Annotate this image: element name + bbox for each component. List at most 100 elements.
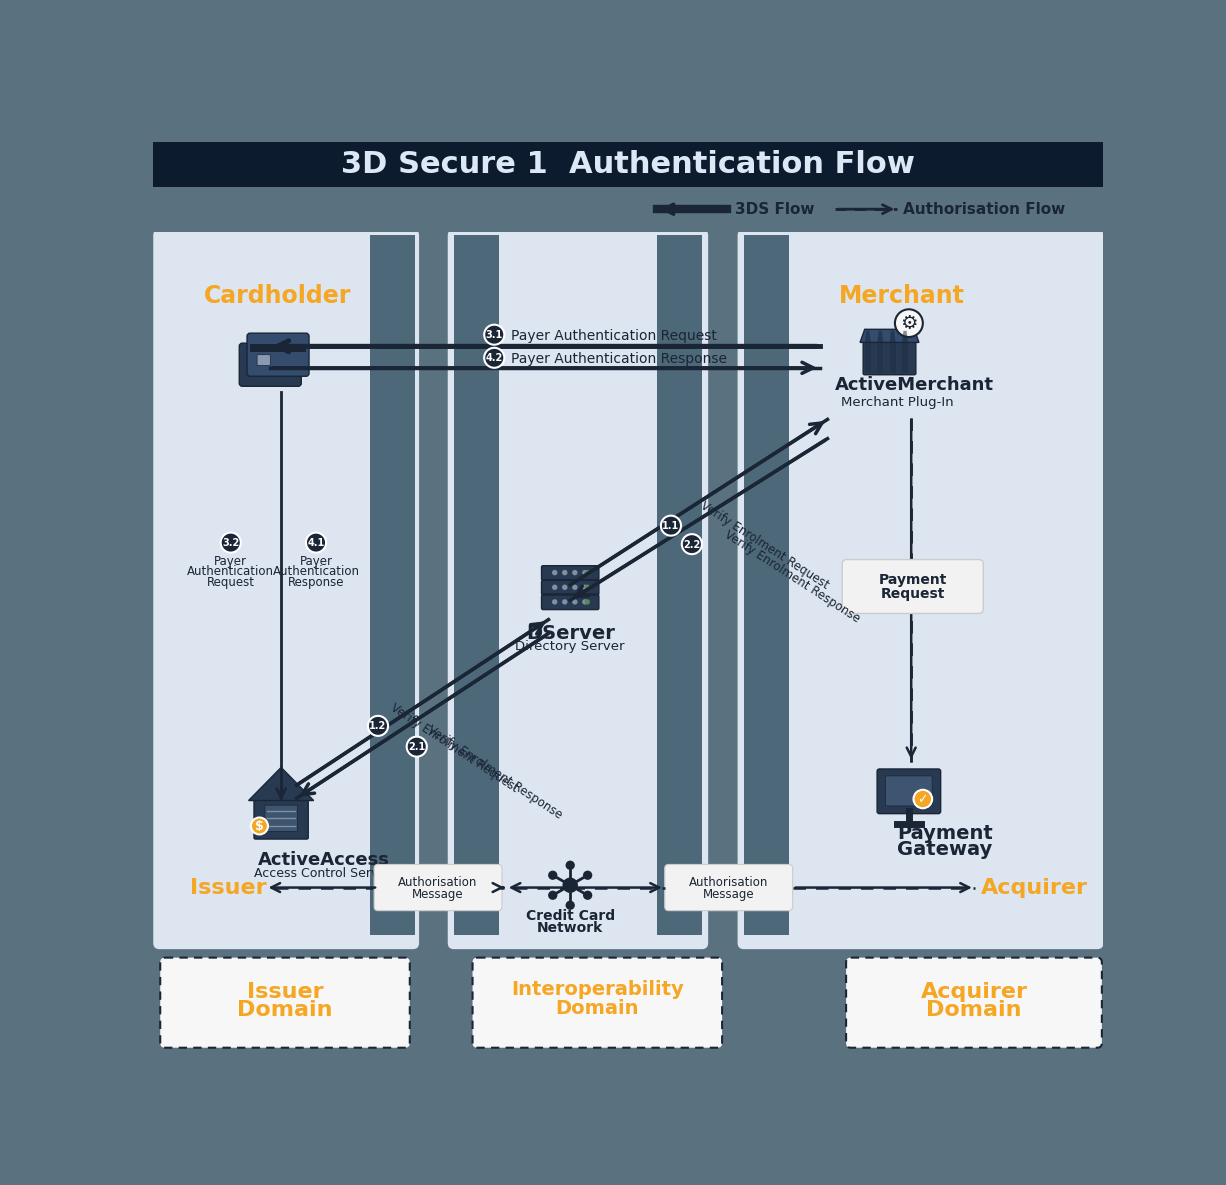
Text: ActiveMerchant: ActiveMerchant	[835, 376, 994, 393]
Circle shape	[573, 600, 577, 604]
Polygon shape	[861, 329, 920, 342]
FancyBboxPatch shape	[265, 805, 298, 832]
Text: ✓: ✓	[917, 793, 928, 806]
Text: Authentication: Authentication	[188, 565, 275, 578]
Text: 2.1: 2.1	[408, 742, 425, 752]
Circle shape	[484, 347, 504, 367]
Text: Request: Request	[880, 588, 945, 601]
FancyBboxPatch shape	[454, 236, 499, 935]
Circle shape	[582, 600, 587, 604]
Circle shape	[585, 584, 590, 590]
Bar	[902, 342, 908, 373]
Text: 3.1: 3.1	[485, 331, 503, 340]
Circle shape	[407, 737, 427, 757]
FancyBboxPatch shape	[153, 142, 1103, 187]
Text: Access Control Server: Access Control Server	[254, 867, 391, 880]
Polygon shape	[249, 768, 314, 801]
Circle shape	[682, 534, 702, 555]
Circle shape	[565, 860, 575, 870]
FancyBboxPatch shape	[657, 236, 702, 935]
Circle shape	[306, 532, 326, 552]
FancyBboxPatch shape	[161, 957, 409, 1048]
Text: Authorisation: Authorisation	[689, 877, 767, 890]
Text: Message: Message	[412, 888, 463, 901]
Text: 3D Secure 1  Authentication Flow: 3D Secure 1 Authentication Flow	[341, 150, 916, 179]
Text: Merchant Plug-In: Merchant Plug-In	[841, 396, 954, 409]
Text: Message: Message	[702, 888, 754, 901]
Text: Verify Enrolment Response: Verify Enrolment Response	[722, 527, 862, 626]
FancyBboxPatch shape	[447, 229, 709, 949]
FancyBboxPatch shape	[257, 354, 270, 365]
Circle shape	[548, 871, 558, 879]
Bar	[864, 342, 870, 373]
Text: 1.2: 1.2	[369, 722, 386, 731]
Text: 1.1: 1.1	[662, 521, 679, 531]
FancyBboxPatch shape	[374, 865, 501, 910]
Circle shape	[251, 818, 268, 834]
Circle shape	[552, 600, 558, 604]
Circle shape	[584, 871, 592, 879]
Text: Verify Enrolment Request: Verify Enrolment Request	[389, 702, 521, 795]
Text: Domain: Domain	[238, 1000, 332, 1020]
Bar	[250, 344, 306, 352]
FancyBboxPatch shape	[239, 344, 302, 386]
Circle shape	[563, 878, 577, 893]
Circle shape	[585, 600, 590, 604]
Polygon shape	[877, 331, 883, 342]
Text: ActiveAccess: ActiveAccess	[257, 851, 390, 869]
Circle shape	[661, 515, 680, 536]
Circle shape	[573, 570, 577, 576]
Circle shape	[895, 309, 923, 337]
Circle shape	[562, 600, 568, 604]
Polygon shape	[864, 331, 870, 342]
Text: 3DS Flow: 3DS Flow	[734, 203, 814, 218]
Text: Merchant: Merchant	[839, 284, 965, 308]
Text: Authentication: Authentication	[272, 565, 359, 578]
Circle shape	[368, 716, 389, 736]
Text: Acquirer: Acquirer	[921, 981, 1027, 1001]
Circle shape	[548, 891, 558, 899]
Text: Directory Server: Directory Server	[515, 640, 625, 653]
Text: Payer Authentication Request: Payer Authentication Request	[511, 329, 717, 344]
Text: Payer: Payer	[299, 555, 332, 568]
FancyBboxPatch shape	[885, 776, 932, 806]
FancyBboxPatch shape	[877, 769, 940, 814]
Text: Payer: Payer	[215, 555, 248, 568]
Text: Credit Card: Credit Card	[526, 909, 614, 923]
Circle shape	[552, 584, 558, 590]
Circle shape	[585, 570, 590, 576]
Circle shape	[484, 325, 504, 345]
Text: Cardholder: Cardholder	[204, 284, 351, 308]
FancyBboxPatch shape	[738, 229, 1103, 949]
Text: ⚙: ⚙	[900, 314, 917, 333]
Text: Response: Response	[288, 576, 345, 589]
Polygon shape	[902, 331, 908, 342]
Text: Authorisation: Authorisation	[398, 877, 477, 890]
Text: 2.2: 2.2	[683, 539, 700, 550]
FancyBboxPatch shape	[664, 865, 793, 910]
Text: Payment: Payment	[879, 574, 946, 588]
Text: 4.1: 4.1	[308, 538, 325, 547]
Text: Issuer: Issuer	[190, 878, 267, 897]
Text: Domain: Domain	[926, 1000, 1021, 1020]
Circle shape	[562, 570, 568, 576]
FancyBboxPatch shape	[246, 333, 309, 377]
Text: Authorisation Flow: Authorisation Flow	[904, 203, 1065, 218]
Text: Network: Network	[537, 921, 603, 935]
Text: Payer Authentication Response: Payer Authentication Response	[511, 352, 727, 365]
Bar	[890, 342, 896, 373]
Polygon shape	[890, 331, 896, 342]
Text: Verify Enrolment Request: Verify Enrolment Request	[699, 499, 831, 591]
FancyBboxPatch shape	[846, 957, 1102, 1048]
Text: $: $	[255, 820, 264, 833]
FancyBboxPatch shape	[542, 565, 598, 581]
Circle shape	[582, 570, 587, 576]
FancyBboxPatch shape	[153, 229, 419, 949]
Text: 4.2: 4.2	[485, 353, 503, 363]
Circle shape	[584, 891, 592, 899]
Text: Acquirer: Acquirer	[981, 878, 1087, 897]
FancyBboxPatch shape	[370, 236, 416, 935]
Circle shape	[552, 570, 558, 576]
Text: Domain: Domain	[555, 999, 639, 1018]
Text: Issuer: Issuer	[246, 981, 324, 1001]
